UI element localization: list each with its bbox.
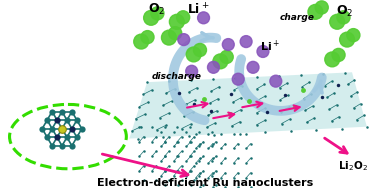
Text: Electron-deficient Ru nanoclusters: Electron-deficient Ru nanoclusters (98, 178, 313, 188)
Circle shape (308, 5, 323, 19)
Circle shape (340, 32, 355, 47)
Circle shape (170, 14, 184, 29)
Circle shape (222, 39, 234, 50)
Circle shape (144, 10, 158, 25)
Circle shape (151, 7, 164, 20)
Text: O$_2$: O$_2$ (336, 4, 354, 19)
Circle shape (161, 30, 176, 45)
Circle shape (232, 73, 244, 85)
Circle shape (325, 52, 340, 67)
Circle shape (193, 43, 207, 57)
Text: Li$^+$: Li$^+$ (260, 39, 280, 54)
Circle shape (186, 65, 198, 77)
Circle shape (270, 75, 282, 87)
Text: Li$^+$: Li$^+$ (187, 2, 210, 18)
Text: O$_2$: O$_2$ (148, 2, 166, 17)
Circle shape (177, 11, 190, 24)
Circle shape (220, 50, 233, 64)
Circle shape (198, 12, 210, 24)
Polygon shape (129, 72, 367, 139)
Circle shape (332, 48, 345, 61)
Circle shape (141, 31, 154, 44)
Circle shape (178, 34, 190, 46)
Circle shape (337, 11, 350, 24)
Circle shape (240, 36, 252, 47)
Text: charge: charge (280, 13, 315, 22)
Circle shape (134, 34, 149, 49)
Circle shape (169, 27, 182, 40)
Circle shape (207, 61, 219, 73)
Text: Li$_2$O$_2$: Li$_2$O$_2$ (338, 159, 368, 173)
Circle shape (330, 14, 345, 29)
Circle shape (247, 61, 259, 73)
Circle shape (315, 1, 328, 14)
Circle shape (347, 29, 360, 42)
Circle shape (213, 54, 228, 69)
Circle shape (186, 47, 201, 62)
Text: discharge: discharge (152, 72, 202, 81)
Circle shape (257, 46, 269, 57)
